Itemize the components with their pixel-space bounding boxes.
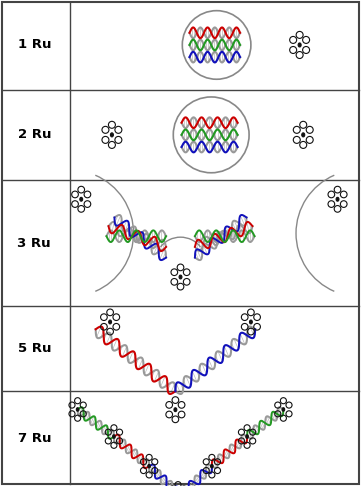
- Text: 7 Ru: 7 Ru: [18, 432, 51, 445]
- Circle shape: [76, 408, 79, 411]
- Circle shape: [210, 465, 213, 468]
- Circle shape: [110, 133, 113, 137]
- Circle shape: [282, 408, 285, 411]
- Circle shape: [113, 435, 115, 438]
- Circle shape: [109, 320, 112, 324]
- Text: 2 Ru: 2 Ru: [18, 128, 51, 141]
- Circle shape: [336, 197, 339, 201]
- Circle shape: [148, 465, 151, 468]
- Text: 5 Ru: 5 Ru: [18, 342, 51, 355]
- Circle shape: [249, 320, 252, 324]
- Circle shape: [179, 275, 182, 279]
- Circle shape: [174, 408, 177, 412]
- Text: 3 Ru: 3 Ru: [17, 237, 51, 249]
- Circle shape: [246, 435, 248, 438]
- Circle shape: [80, 197, 83, 201]
- Circle shape: [298, 43, 301, 47]
- Text: 1 Ru: 1 Ru: [18, 38, 51, 52]
- Circle shape: [302, 133, 305, 137]
